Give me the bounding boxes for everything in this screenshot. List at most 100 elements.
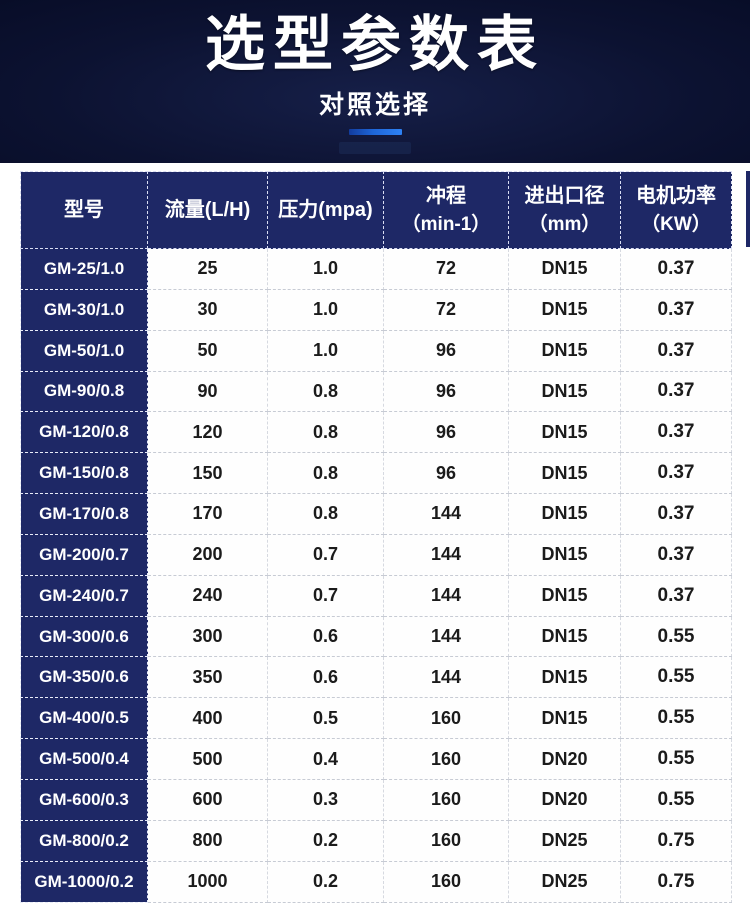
value-cell: DN15 xyxy=(508,656,621,699)
value-cell: DN20 xyxy=(508,738,621,780)
value-cell: 0.6 xyxy=(267,656,384,699)
value-cell: 30 xyxy=(147,289,268,331)
column-header-stroke: 冲程 （min-1） xyxy=(383,171,509,249)
column-label: 流量(L/H) xyxy=(164,198,251,221)
value-cell: 0.75 xyxy=(620,861,732,903)
value-cell: 0.8 xyxy=(267,452,384,495)
value-cell: 1.0 xyxy=(267,289,384,331)
column-label: 冲程 xyxy=(426,184,466,207)
table-row: GM-400/0.5 400 0.5 160 DN15 0.55 xyxy=(20,697,732,740)
value-cell: 144 xyxy=(383,493,509,535)
value-cell: 120 xyxy=(147,411,268,454)
value-cell: DN15 xyxy=(508,534,621,576)
column-label: 压力(mpa) xyxy=(278,198,373,221)
value-cell: 96 xyxy=(383,411,509,454)
value-cell: 0.5 xyxy=(267,697,384,740)
table-row: GM-150/0.8 150 0.8 96 DN15 0.37 xyxy=(20,452,732,495)
value-cell: 160 xyxy=(383,738,509,780)
value-cell: 0.75 xyxy=(620,820,732,862)
value-cell: 240 xyxy=(147,575,268,617)
value-cell: 0.37 xyxy=(620,371,732,413)
value-cell: 0.3 xyxy=(267,779,384,821)
value-cell: 0.7 xyxy=(267,534,384,576)
column-label: 进出口径 xyxy=(524,184,605,207)
column-header-pressure: 压力(mpa) xyxy=(267,171,384,249)
value-cell: DN15 xyxy=(508,697,621,740)
page-header: 选型参数表 对照选择 xyxy=(0,0,750,163)
value-cell: 0.37 xyxy=(620,575,732,617)
table-row: GM-800/0.2 800 0.2 160 DN25 0.75 xyxy=(20,820,732,862)
value-cell: 96 xyxy=(383,452,509,495)
table-row: GM-1000/0.2 1000 0.2 160 DN25 0.75 xyxy=(20,861,732,903)
value-cell: 1.0 xyxy=(267,248,384,290)
value-cell: 144 xyxy=(383,656,509,699)
value-cell: 144 xyxy=(383,575,509,617)
table-row: GM-350/0.6 350 0.6 144 DN15 0.55 xyxy=(20,656,732,699)
model-cell: GM-240/0.7 xyxy=(20,575,148,617)
value-cell: 0.6 xyxy=(267,616,384,658)
table-row: GM-25/1.0 25 1.0 72 DN15 0.37 xyxy=(20,248,732,290)
value-cell: 0.55 xyxy=(620,656,732,699)
model-cell: GM-400/0.5 xyxy=(20,697,148,740)
value-cell: 500 xyxy=(147,738,268,780)
spec-table-head: 型号 流量(L/H) 压力(mpa) 冲程 （min-1） 进出口径 （mm） … xyxy=(20,171,732,249)
value-cell: 1.0 xyxy=(267,330,384,372)
value-cell: 170 xyxy=(147,493,268,535)
value-cell: DN15 xyxy=(508,248,621,290)
value-cell: 72 xyxy=(383,289,509,331)
value-cell: DN15 xyxy=(508,616,621,658)
value-cell: DN15 xyxy=(508,411,621,454)
table-row: GM-200/0.7 200 0.7 144 DN15 0.37 xyxy=(20,534,732,576)
column-label: 型号 xyxy=(64,198,104,221)
value-cell: 0.8 xyxy=(267,493,384,535)
value-cell: 160 xyxy=(383,820,509,862)
value-cell: 25 xyxy=(147,248,268,290)
value-cell: 0.8 xyxy=(267,411,384,454)
value-cell: DN25 xyxy=(508,820,621,862)
model-cell: GM-500/0.4 xyxy=(20,738,148,780)
column-header-flow: 流量(L/H) xyxy=(147,171,268,249)
column-sublabel: （min-1） xyxy=(401,213,491,235)
model-cell: GM-200/0.7 xyxy=(20,534,148,576)
accent-underline xyxy=(348,129,402,135)
value-cell: 0.8 xyxy=(267,371,384,413)
page-subtitle: 对照选择 xyxy=(318,91,431,119)
value-cell: 160 xyxy=(383,861,509,903)
value-cell: DN20 xyxy=(508,779,621,821)
table-row: GM-30/1.0 30 1.0 72 DN15 0.37 xyxy=(20,289,732,331)
value-cell: 0.55 xyxy=(620,697,732,740)
table-row: GM-500/0.4 500 0.4 160 DN20 0.55 xyxy=(20,738,732,780)
value-cell: DN15 xyxy=(508,493,621,535)
model-cell: GM-170/0.8 xyxy=(20,493,148,535)
table-row: GM-600/0.3 600 0.3 160 DN20 0.55 xyxy=(20,779,732,821)
subtitle-reflection xyxy=(339,142,411,154)
value-cell: 0.55 xyxy=(620,738,732,780)
column-header-motor-power: 电机功率 （KW） xyxy=(620,171,732,249)
value-cell: 0.37 xyxy=(620,411,732,454)
model-cell: GM-150/0.8 xyxy=(20,452,148,495)
model-cell: GM-120/0.8 xyxy=(20,411,148,454)
value-cell: 200 xyxy=(147,534,268,576)
model-cell: GM-30/1.0 xyxy=(20,289,148,331)
value-cell: 160 xyxy=(383,779,509,821)
value-cell: 800 xyxy=(147,820,268,862)
value-cell: 350 xyxy=(147,656,268,699)
value-cell: 144 xyxy=(383,616,509,658)
value-cell: 160 xyxy=(383,697,509,740)
value-cell: 0.55 xyxy=(620,616,732,658)
value-cell: 96 xyxy=(383,330,509,372)
column-label: 电机功率 xyxy=(636,184,716,207)
value-cell: DN15 xyxy=(508,330,621,372)
table-row: GM-240/0.7 240 0.7 144 DN15 0.37 xyxy=(20,575,732,617)
value-cell: 0.37 xyxy=(620,493,732,535)
value-cell: 0.37 xyxy=(620,289,732,331)
value-cell: 1000 xyxy=(147,861,268,903)
value-cell: DN15 xyxy=(508,452,621,495)
value-cell: DN15 xyxy=(508,289,621,331)
value-cell: 72 xyxy=(383,248,509,290)
table-row: GM-300/0.6 300 0.6 144 DN15 0.55 xyxy=(20,616,732,658)
value-cell: 0.37 xyxy=(620,534,732,576)
value-cell: DN15 xyxy=(508,575,621,617)
cropped-neighbor-fragment xyxy=(746,171,750,247)
column-sublabel: （KW） xyxy=(641,213,711,235)
